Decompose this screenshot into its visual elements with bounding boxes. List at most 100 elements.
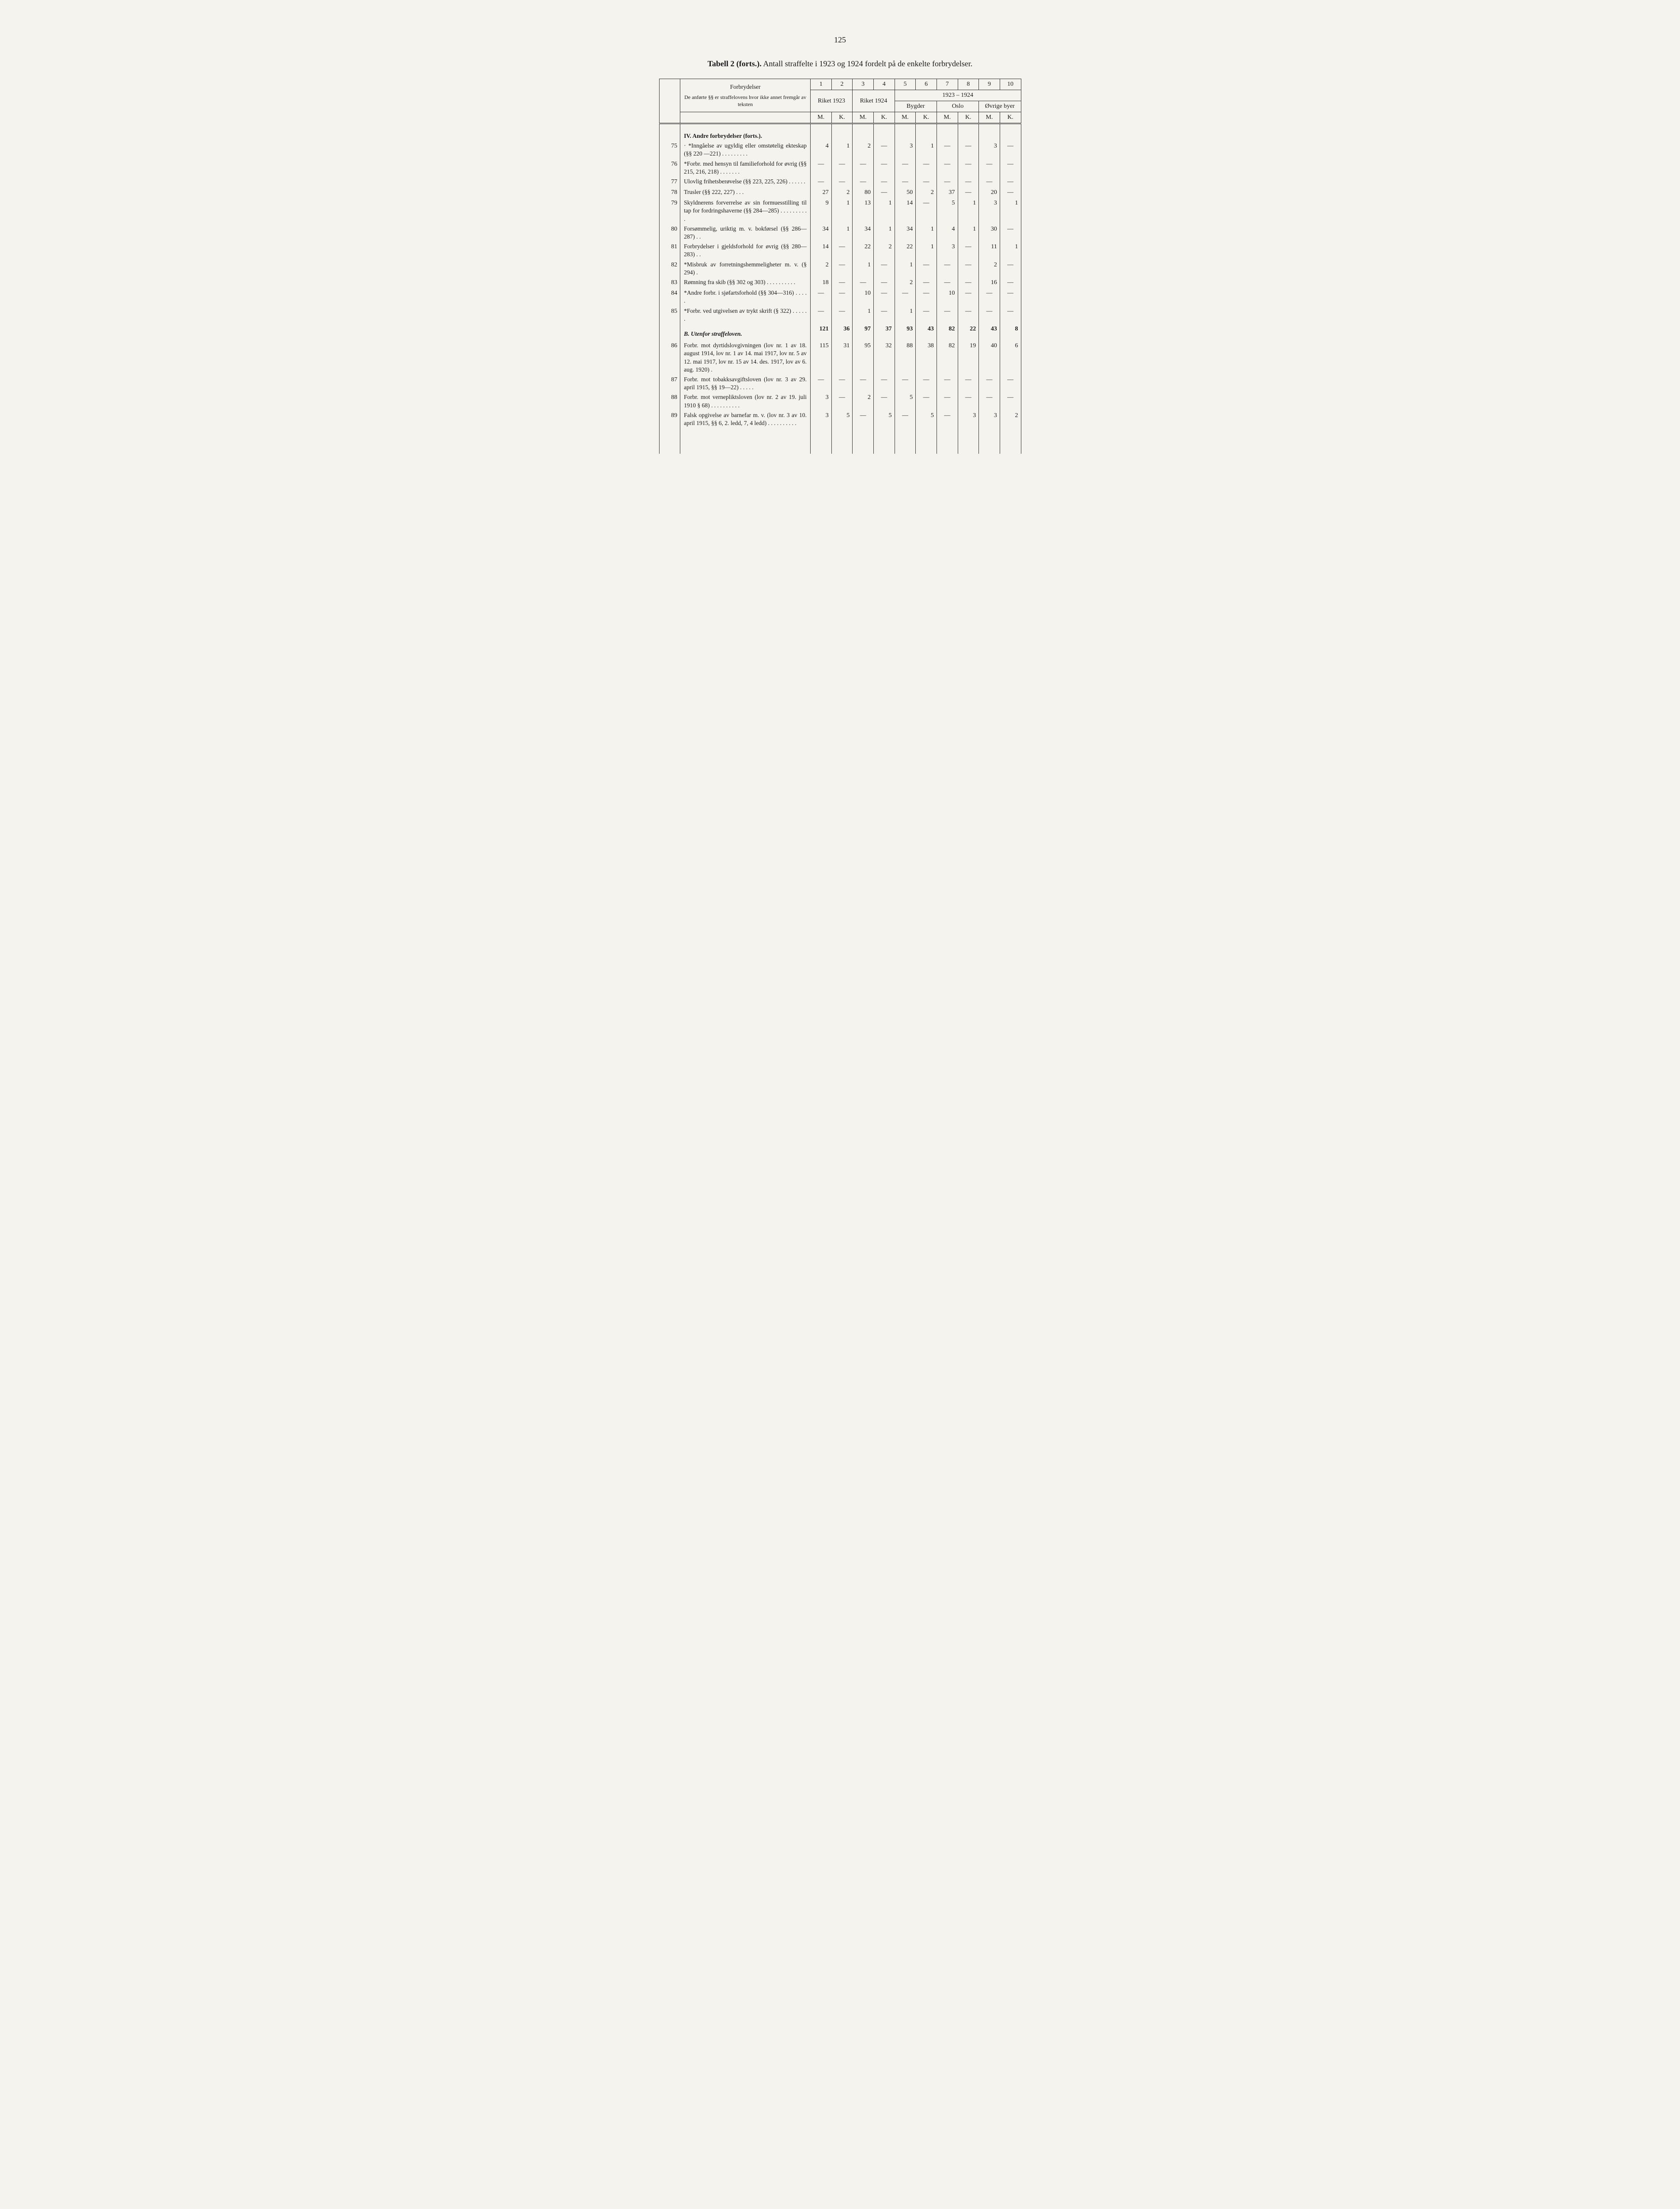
- data-cell: —: [958, 392, 979, 410]
- col-7: 7: [937, 79, 958, 90]
- row-number: 79: [659, 198, 680, 224]
- data-cell: —: [873, 306, 895, 324]
- data-cell: 43: [916, 324, 937, 341]
- data-cell: 4: [937, 224, 958, 242]
- data-cell: —: [1000, 288, 1021, 306]
- data-cell: —: [831, 159, 853, 177]
- data-cell: —: [873, 187, 895, 198]
- row-description: *Andre forbr. i sjøfartsforhold (§§ 304—…: [680, 288, 811, 306]
- data-cell: 97: [853, 324, 874, 341]
- table-row: 75· *Inngåelse av ugyldig eller omstøtel…: [659, 141, 1021, 159]
- data-cell: —: [1000, 306, 1021, 324]
- data-cell: 11: [979, 242, 1000, 259]
- table-row: 76*Forbr. med hensyn til familieforhold …: [659, 159, 1021, 177]
- data-cell: —: [1000, 224, 1021, 242]
- row-number: 87: [659, 375, 680, 392]
- head-forbrydelser: Forbrydelser: [684, 83, 807, 91]
- table-row: 87Forbr. mot tobakksavgiftsloven (lov nr…: [659, 375, 1021, 392]
- data-cell: 1: [916, 224, 937, 242]
- row-description: Skyldnerens forverrelse av sin formuesst…: [680, 198, 811, 224]
- data-cell: 18: [811, 277, 832, 288]
- data-cell: —: [958, 159, 979, 177]
- data-cell: —: [853, 375, 874, 392]
- row-number: 89: [659, 410, 680, 454]
- data-cell: [895, 124, 916, 141]
- data-cell: 1: [853, 260, 874, 277]
- data-cell: 2: [853, 141, 874, 159]
- data-cell: —: [831, 306, 853, 324]
- data-cell: 40: [979, 341, 1000, 375]
- data-cell: [979, 124, 1000, 141]
- row-number: 77: [659, 177, 680, 187]
- data-cell: —: [853, 177, 874, 187]
- data-cell: —: [811, 306, 832, 324]
- data-cell: 3: [811, 392, 832, 410]
- data-cell: —: [958, 288, 979, 306]
- data-cell: —: [979, 159, 1000, 177]
- data-cell: —: [873, 277, 895, 288]
- data-cell: —: [937, 392, 958, 410]
- data-cell: 1: [895, 306, 916, 324]
- data-cell: 10: [853, 288, 874, 306]
- data-cell: 8: [1000, 324, 1021, 341]
- data-cell: —: [873, 392, 895, 410]
- data-cell: —: [873, 260, 895, 277]
- data-cell: —: [895, 159, 916, 177]
- data-cell: —: [831, 375, 853, 392]
- data-cell: —: [937, 159, 958, 177]
- data-cell: —: [873, 159, 895, 177]
- data-cell: —: [1000, 277, 1021, 288]
- data-cell: —: [958, 242, 979, 259]
- table-row: 77Ulovlig frihetsberøvelse (§§ 223, 225,…: [659, 177, 1021, 187]
- table-row: 89Falsk opgivelse av barnefar m. v. (lov…: [659, 410, 1021, 454]
- table-row: 83Rømning fra skib (§§ 302 og 303) . . .…: [659, 277, 1021, 288]
- data-cell: 20: [979, 187, 1000, 198]
- data-cell: —: [831, 242, 853, 259]
- col-4: 4: [873, 79, 895, 90]
- data-cell: 22: [958, 324, 979, 341]
- m2: M.: [853, 112, 874, 124]
- data-cell: 1: [831, 141, 853, 159]
- data-cell: —: [916, 260, 937, 277]
- row-number: 81: [659, 242, 680, 259]
- data-cell: —: [958, 277, 979, 288]
- data-cell: —: [958, 260, 979, 277]
- row-description: Forbr. mot dyrtidslovgivningen (lov nr. …: [680, 341, 811, 375]
- head-riket1924: Riket 1924: [853, 90, 895, 112]
- head-riket1923: Riket 1923: [811, 90, 853, 112]
- row-number: 76: [659, 159, 680, 177]
- table-row: 85*Forbr. ved utgivelsen av trykt skrift…: [659, 306, 1021, 324]
- data-cell: 14: [895, 198, 916, 224]
- head-sub: De anførte §§ er straffelovens hvor ikke…: [684, 94, 807, 108]
- data-cell: 88: [895, 341, 916, 375]
- row-description: B. Utenfor straffeloven.: [680, 324, 811, 341]
- head-period: 1923 – 1924: [895, 90, 1021, 101]
- data-cell: —: [1000, 392, 1021, 410]
- data-cell: 9: [811, 198, 832, 224]
- table-row: 82*Misbruk av forretningshemmeligheter m…: [659, 260, 1021, 277]
- data-cell: —: [811, 177, 832, 187]
- data-cell: —: [895, 177, 916, 187]
- data-cell: 19: [958, 341, 979, 375]
- data-cell: 5: [916, 410, 937, 454]
- data-cell: —: [937, 177, 958, 187]
- data-cell: —: [916, 392, 937, 410]
- data-cell: [831, 124, 853, 141]
- row-number: [659, 124, 680, 141]
- table-row: 79Skyldnerens forverrelse av sin formues…: [659, 198, 1021, 224]
- data-cell: —: [916, 306, 937, 324]
- data-cell: —: [916, 159, 937, 177]
- row-number: 82: [659, 260, 680, 277]
- data-cell: 1: [831, 198, 853, 224]
- data-cell: 14: [811, 242, 832, 259]
- k1: K.: [831, 112, 853, 124]
- data-cell: —: [979, 177, 1000, 187]
- data-cell: 2: [873, 242, 895, 259]
- m5: M.: [979, 112, 1000, 124]
- data-cell: 1: [873, 198, 895, 224]
- data-cell: 1: [873, 224, 895, 242]
- data-cell: —: [1000, 260, 1021, 277]
- data-cell: 30: [979, 224, 1000, 242]
- data-cell: —: [895, 288, 916, 306]
- data-cell: —: [979, 392, 1000, 410]
